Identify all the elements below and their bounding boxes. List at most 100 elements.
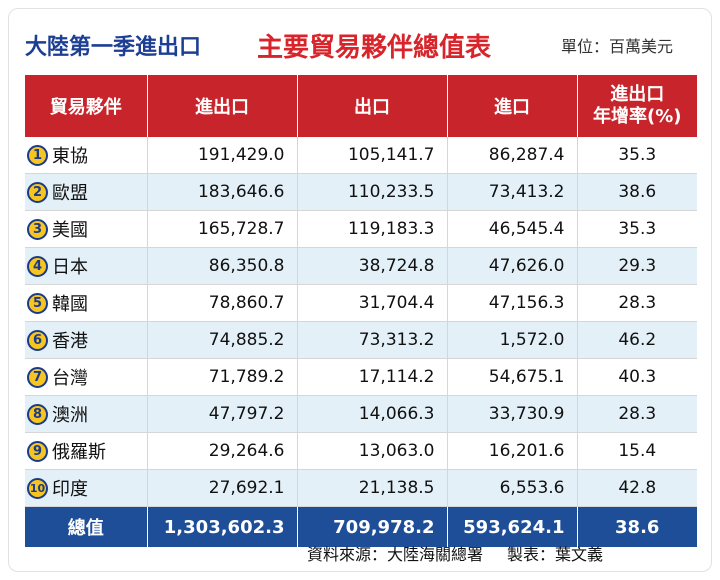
export-value: 110,233.5 [296,173,447,211]
import-value: 73,413.2 [446,173,577,211]
growth-rate: 40.3 [576,358,697,396]
partner-cell: 3 美國 [25,210,147,248]
table-header: 貿易夥伴 進出口 出口 進口 進出口 年增率(%) [25,75,697,137]
totals-row: 總值 1,303,602.3 709,978.2 593,624.1 38.6 [25,506,697,547]
partner-cell: 1 東協 [25,137,147,174]
partner-cell: 8 澳洲 [25,395,147,433]
export-value: 119,183.3 [296,210,447,248]
credit-note: 製表：葉文義 [507,545,604,564]
partner-name-wrap: 5 韓國 [25,290,147,316]
source-note: 資料來源：大陸海關總署 [307,545,484,564]
table-row: 7 台灣 71,789.2 17,114.2 54,675.1 40.3 [25,358,697,396]
total-value: 27,692.1 [146,469,297,507]
totals-export: 709,978.2 [296,506,447,547]
rank-badge-icon: 2 [27,181,48,203]
totals-growth: 38.6 [576,506,697,547]
title-subject: 大陸第一季進出口 [25,35,202,60]
partner-name-wrap: 3 美國 [25,216,147,242]
growth-rate: 29.3 [576,247,697,285]
totals-import: 593,624.1 [446,506,577,547]
partner-name: 印度 [52,479,88,500]
import-value: 16,201.6 [446,432,577,470]
import-value: 47,156.3 [446,284,577,322]
partner-name-wrap: 9 俄羅斯 [25,438,147,464]
trade-partners-table: 貿易夥伴 進出口 出口 進口 進出口 年增率(%) 1 東協 191,429.0 10… [25,75,697,547]
partner-cell: 9 俄羅斯 [25,432,147,470]
partner-name-wrap: 6 香港 [25,327,147,353]
import-value: 1,572.0 [446,321,577,359]
table-row: 2 歐盟 183,646.6 110,233.5 73,413.2 38.6 [25,173,697,211]
partner-name-wrap: 10 印度 [25,475,147,501]
table-row: 8 澳洲 47,797.2 14,066.3 33,730.9 28.3 [25,395,697,433]
import-value: 47,626.0 [446,247,577,285]
total-value: 183,646.6 [146,173,297,211]
export-value: 13,063.0 [296,432,447,470]
partner-name: 韓國 [52,294,88,315]
export-value: 17,114.2 [296,358,447,396]
total-value: 29,264.6 [146,432,297,470]
import-value: 86,287.4 [446,137,577,174]
export-value: 73,313.2 [296,321,447,359]
partner-name: 東協 [52,146,88,167]
header-export: 出口 [296,75,447,137]
partner-cell: 4 日本 [25,247,147,285]
table-row: 1 東協 191,429.0 105,141.7 86,287.4 35.3 [25,137,697,174]
total-value: 74,885.2 [146,321,297,359]
import-value: 6,553.6 [446,469,577,507]
growth-rate: 35.3 [576,137,697,174]
rank-badge-icon: 7 [27,366,48,388]
rank-badge-icon: 1 [27,144,48,166]
partner-name: 台灣 [52,368,88,389]
rank-badge-icon: 5 [27,292,48,314]
total-value: 71,789.2 [146,358,297,396]
unit-label: 單位：百萬美元 [561,37,674,56]
table-row: 4 日本 86,350.8 38,724.8 47,626.0 29.3 [25,247,697,285]
table-row: 6 香港 74,885.2 73,313.2 1,572.0 46.2 [25,321,697,359]
rank-badge-icon: 6 [27,329,48,351]
import-value: 54,675.1 [446,358,577,396]
partner-name: 俄羅斯 [52,442,106,463]
import-value: 33,730.9 [446,395,577,433]
header-growth-line2: 年增率(%) [593,106,682,127]
growth-rate: 35.3 [576,210,697,248]
export-value: 105,141.7 [296,137,447,174]
export-value: 14,066.3 [296,395,447,433]
rank-badge-icon: 10 [27,477,48,499]
title-bar: 大陸第一季進出口 主要貿易夥伴總值表 單位：百萬美元 [9,29,711,65]
total-value: 86,350.8 [146,247,297,285]
partner-name: 香港 [52,331,88,352]
total-value: 47,797.2 [146,395,297,433]
totals-label: 總值 [25,506,147,547]
export-value: 31,704.4 [296,284,447,322]
partner-name: 歐盟 [52,183,88,204]
footer-credits: 資料來源：大陸海關總署 製表：葉文義 [307,541,603,565]
partner-name-wrap: 1 東協 [25,142,147,168]
table-footer: 總值 1,303,602.3 709,978.2 593,624.1 38.6 [25,506,697,547]
header-growth-line1: 進出口 [610,84,665,105]
export-value: 21,138.5 [296,469,447,507]
growth-rate: 15.4 [576,432,697,470]
growth-rate: 28.3 [576,395,697,433]
partner-name-wrap: 4 日本 [25,253,147,279]
partner-name: 美國 [52,220,88,241]
infographic-card: 大陸第一季進出口 主要貿易夥伴總值表 單位：百萬美元 貿易夥伴 進出口 出口 進… [8,8,712,572]
table-row: 9 俄羅斯 29,264.6 13,063.0 16,201.6 15.4 [25,432,697,470]
partner-cell: 10 印度 [25,469,147,507]
header-partner: 貿易夥伴 [25,75,147,137]
total-value: 165,728.7 [146,210,297,248]
partner-name: 日本 [52,257,88,278]
table-row: 5 韓國 78,860.7 31,704.4 47,156.3 28.3 [25,284,697,322]
growth-rate: 38.6 [576,173,697,211]
partner-cell: 6 香港 [25,321,147,359]
table-row: 10 印度 27,692.1 21,138.5 6,553.6 42.8 [25,469,697,507]
growth-rate: 28.3 [576,284,697,322]
header-growth: 進出口 年增率(%) [576,75,697,137]
growth-rate: 46.2 [576,321,697,359]
partner-name-wrap: 2 歐盟 [25,179,147,205]
import-value: 46,545.4 [446,210,577,248]
export-value: 38,724.8 [296,247,447,285]
rank-badge-icon: 3 [27,218,48,240]
header-total: 進出口 [146,75,297,137]
total-value: 191,429.0 [146,137,297,174]
partner-name-wrap: 7 台灣 [25,364,147,390]
